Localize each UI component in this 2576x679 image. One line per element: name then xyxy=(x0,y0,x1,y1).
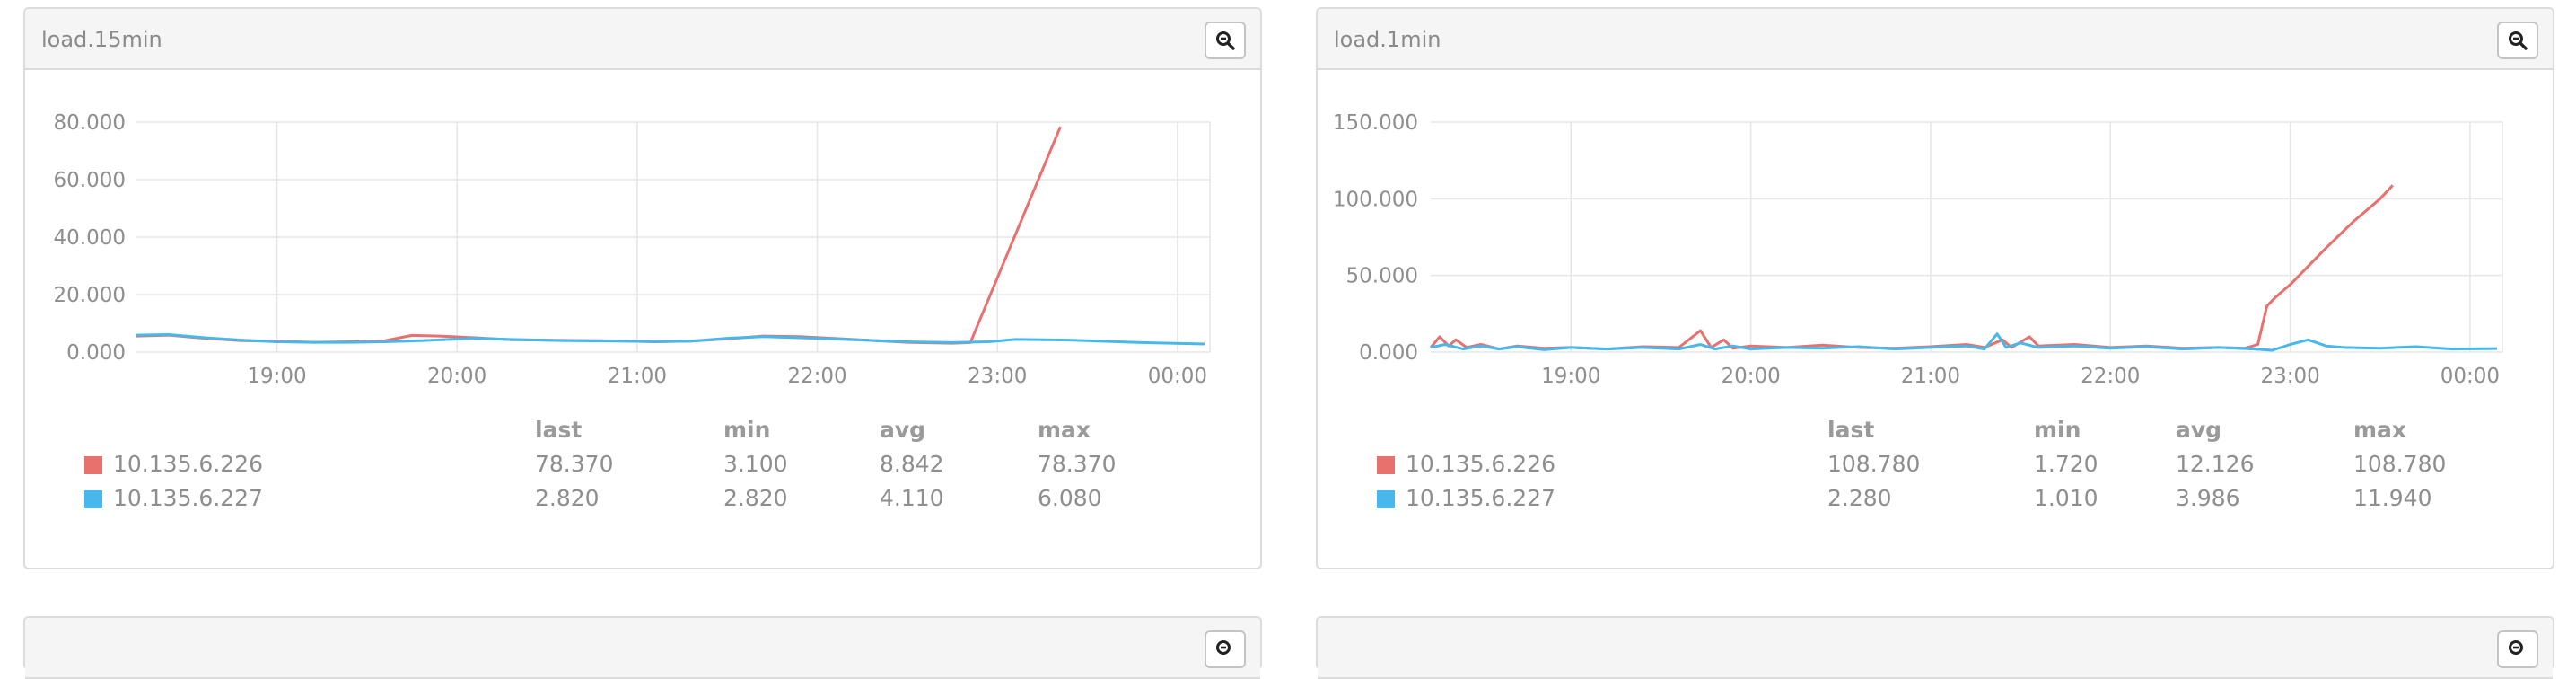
x-tick-label: 19:00 xyxy=(1541,365,1600,388)
x-tick-label: 21:00 xyxy=(608,365,667,388)
legend-max-value: 78.370 xyxy=(1038,451,1117,477)
zoom-out-button[interactable] xyxy=(2497,630,2538,668)
series-line-10-135-6-227[interactable] xyxy=(136,333,1205,346)
x-tick-label: 00:00 xyxy=(1148,365,1207,388)
panel-title: load.15min xyxy=(41,27,162,52)
x-tick-label: 19:00 xyxy=(247,365,306,388)
panel-header: load.15min xyxy=(25,9,1260,70)
y-tick-label: 0.000 xyxy=(1359,341,1418,365)
panel-partial-left xyxy=(23,616,1262,679)
legend-series-name: 10.135.6.227 xyxy=(113,485,263,511)
legend-min-value: 1.720 xyxy=(2034,451,2098,477)
legend-header-avg: avg xyxy=(2176,417,2222,443)
y-tick-label: 0.000 xyxy=(66,341,126,365)
zoom-out-button[interactable] xyxy=(2497,22,2538,59)
legend-last-value: 108.780 xyxy=(1827,451,1921,477)
x-tick-label: 23:00 xyxy=(968,365,1027,388)
load-15min-chart: 80.000 60.000 40.000 20.000 0.000 19:00 20:00 2… xyxy=(54,111,1211,388)
zoom-out-button[interactable] xyxy=(1205,22,1246,59)
legend-header-min: min xyxy=(723,417,771,443)
panel-header: load.1min xyxy=(1318,9,2553,70)
x-tick-label: 20:00 xyxy=(427,365,486,388)
legend-series-name: 10.135.6.226 xyxy=(1406,451,1555,477)
legend-row[interactable]: 10.135.6.227 2.820 2.820 4.110 6.080 xyxy=(84,485,1161,514)
panel-header xyxy=(25,618,1260,679)
legend-row[interactable]: 10.135.6.226 78.370 3.100 8.842 78.370 xyxy=(84,451,1161,480)
legend-header-last: last xyxy=(535,417,583,443)
legend-color-swatch xyxy=(84,456,102,474)
panel-load-15min: load.15min 80.000 60.000 40.000 20.000 0.000… xyxy=(23,7,1262,569)
panel-title: load.1min xyxy=(1334,27,1441,52)
legend-row[interactable]: 10.135.6.226 108.780 1.720 12.126 108.78… xyxy=(1377,451,2454,480)
y-tick-label: 100.000 xyxy=(1333,188,1418,211)
panel-load-1min: load.1min 150.000 100.000 50.000 0.000 19:00… xyxy=(1316,7,2554,569)
legend-last-value: 78.370 xyxy=(535,451,614,477)
legend-header-last: last xyxy=(1827,417,1875,443)
legend-color-swatch xyxy=(84,490,102,508)
zoom-out-icon xyxy=(1216,31,1235,50)
legend-avg-value: 4.110 xyxy=(880,485,944,511)
legend-header-min: min xyxy=(2034,417,2081,443)
legend-min-value: 3.100 xyxy=(723,451,788,477)
zoom-out-icon xyxy=(1216,640,1231,655)
panel-header xyxy=(1318,618,2553,679)
legend-last-value: 2.820 xyxy=(535,485,600,511)
legend-avg-value: 3.986 xyxy=(2176,485,2240,511)
load-1min-chart: 150.000 100.000 50.000 0.000 19:00 20:00 21:00… xyxy=(1333,111,2503,388)
series-line-10-135-6-227[interactable] xyxy=(1430,332,2498,352)
zoom-out-icon xyxy=(2509,31,2528,50)
y-tick-label: 60.000 xyxy=(54,169,126,192)
legend-max-value: 108.780 xyxy=(2353,451,2447,477)
legend-color-swatch xyxy=(1377,490,1395,508)
x-tick-label: 21:00 xyxy=(1901,365,1960,388)
legend-min-value: 2.820 xyxy=(723,485,788,511)
y-tick-label: 20.000 xyxy=(54,284,126,307)
legend-row[interactable]: 10.135.6.227 2.280 1.010 3.986 11.940 xyxy=(1377,485,2454,514)
legend-last-value: 2.280 xyxy=(1827,485,1892,511)
series-line-10-135-6-226[interactable] xyxy=(1429,184,2394,351)
legend-color-swatch xyxy=(1377,456,1395,474)
legend-max-value: 11.940 xyxy=(2353,485,2432,511)
x-tick-label: 22:00 xyxy=(787,365,846,388)
zoom-out-button[interactable] xyxy=(1205,630,1246,668)
y-tick-label: 80.000 xyxy=(54,111,126,135)
legend-header-avg: avg xyxy=(880,417,926,443)
legend-avg-value: 12.126 xyxy=(2176,451,2255,477)
legend-min-value: 1.010 xyxy=(2034,485,2098,511)
x-tick-label: 23:00 xyxy=(2260,365,2319,388)
legend-header-max: max xyxy=(2353,417,2407,443)
legend-series-name: 10.135.6.227 xyxy=(1406,485,1555,511)
y-tick-label: 150.000 xyxy=(1333,111,1418,135)
x-tick-label: 22:00 xyxy=(2081,365,2140,388)
legend-max-value: 6.080 xyxy=(1038,485,1102,511)
panel-partial-right xyxy=(1316,616,2554,679)
legend-header-max: max xyxy=(1038,417,1091,443)
x-tick-label: 00:00 xyxy=(2440,365,2500,388)
y-tick-label: 50.000 xyxy=(1346,265,1418,288)
series-line-10-135-6-226[interactable] xyxy=(136,126,1062,345)
x-tick-label: 20:00 xyxy=(1721,365,1780,388)
zoom-out-icon xyxy=(2509,640,2523,655)
y-tick-label: 40.000 xyxy=(54,226,126,250)
legend-avg-value: 8.842 xyxy=(880,451,944,477)
legend-series-name: 10.135.6.226 xyxy=(113,451,263,477)
